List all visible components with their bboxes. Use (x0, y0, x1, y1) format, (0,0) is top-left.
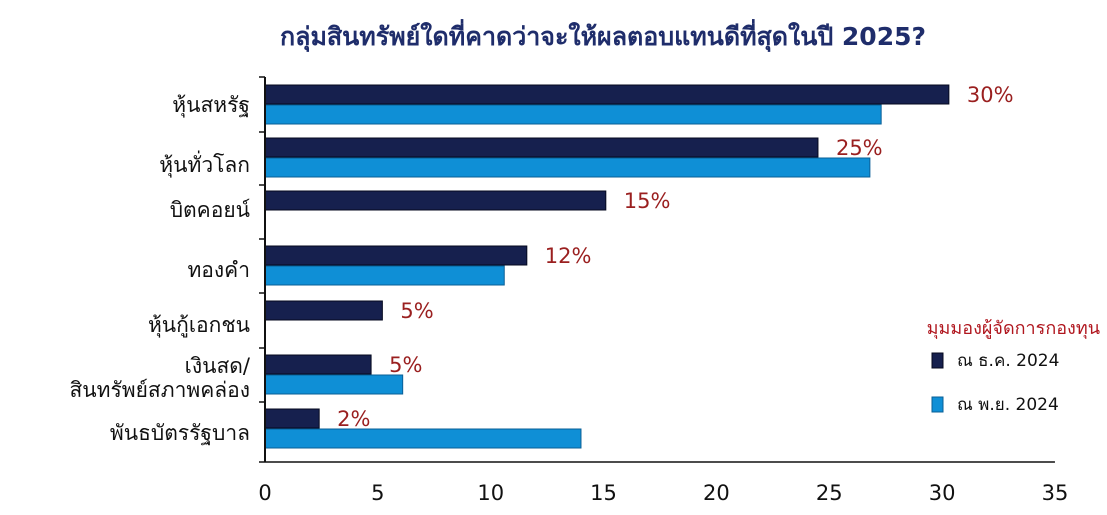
data-label-1: 25% (836, 136, 883, 160)
bar-s1-c3 (264, 265, 505, 286)
category-label-5: เงินสด/สินทรัพย์สภาพคล่อง (69, 354, 250, 402)
bar-s1-c6 (264, 428, 582, 449)
category-labels: หุ้นสหรัฐหุ้นทั่วโลกบิตคอยน์ทองคำหุ้นกู้… (69, 93, 250, 445)
chart-title: กลุ่มสินทรัพย์ใดที่คาดว่าจะให้ผลตอบแทนดี… (280, 19, 926, 53)
category-label-0: หุ้นสหรัฐ (172, 93, 250, 118)
legend-label-0: ณ ธ.ค. 2024 (957, 351, 1059, 371)
x-tick-label-2: 10 (477, 481, 504, 505)
x-tick-label-7: 35 (1042, 481, 1069, 505)
category-label-6: พันธบัตรรัฐบาล (110, 421, 250, 445)
category-label-3: ทองคำ (187, 258, 250, 282)
legend-swatch-0 (931, 352, 944, 369)
data-label-0: 30% (967, 83, 1014, 107)
x-tick-label-0: 0 (258, 481, 271, 505)
bar-s0-c1 (264, 137, 819, 158)
category-label-2: บิตคอยน์ (170, 198, 251, 222)
bar-s0-c2 (264, 190, 607, 211)
bar-s1-c0 (264, 104, 882, 125)
x-tick-label-3: 15 (590, 481, 617, 505)
legend-title: มุมมองผู้จัดการกองทุน (927, 318, 1100, 339)
category-label-1: หุ้นทั่วโลก (159, 150, 250, 178)
x-axis: 0 5 10 15 20 25 30 35 (258, 76, 1069, 505)
data-label-4: 5% (400, 299, 433, 323)
data-label-6: 2% (337, 407, 370, 431)
bar-s0-c6 (264, 408, 320, 429)
category-label-4: หุ้นกู้เอกชน (148, 313, 250, 338)
data-label-5: 5% (389, 353, 422, 377)
data-label-2: 15% (624, 189, 671, 213)
legend-label-1: ณ พ.ย. 2024 (957, 395, 1059, 415)
x-tick-label-6: 30 (929, 481, 956, 505)
bar-s1-c1 (264, 157, 871, 178)
bar-s1-c5 (264, 374, 404, 395)
x-tick-label-4: 20 (703, 481, 730, 505)
bar-s0-c5 (264, 354, 372, 375)
bar-s0-c3 (264, 245, 528, 266)
data-labels: 30% 25% 15% 12% 5% 5% 2% (337, 83, 1013, 431)
legend: มุมมองผู้จัดการกองทุนณ ธ.ค. 2024 ณ พ.ย. 2… (927, 318, 1100, 415)
data-label-3: 12% (545, 244, 592, 268)
x-tick-label-1: 5 (371, 481, 384, 505)
bar-s0-c4 (264, 300, 383, 321)
legend-swatch-1 (931, 396, 944, 413)
x-tick-label-5: 25 (816, 481, 843, 505)
bar-s0-c0 (264, 84, 950, 105)
